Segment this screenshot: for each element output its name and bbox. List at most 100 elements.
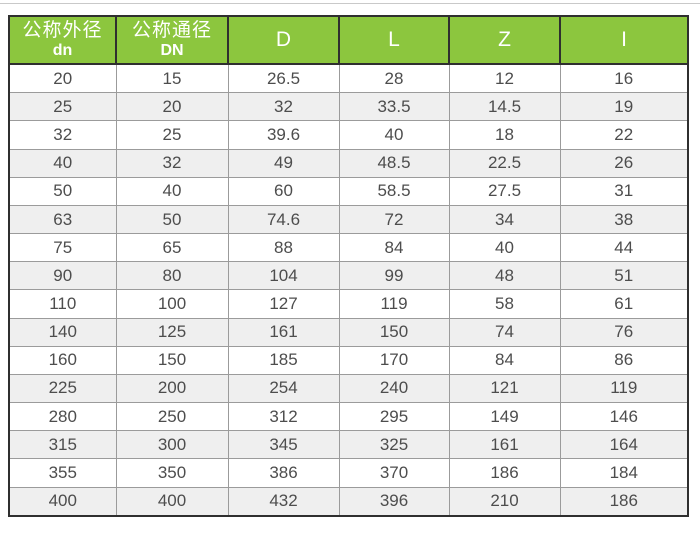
table-cell: 90 bbox=[8, 261, 117, 291]
table-cell: 325 bbox=[338, 430, 450, 460]
table-cell: 140 bbox=[8, 317, 117, 347]
table-cell: 300 bbox=[115, 430, 229, 460]
column-label: 公称外径 bbox=[22, 20, 103, 42]
table-row: 140 125 161 150 74 76 bbox=[8, 317, 689, 347]
table-row: 280 250 312 295 149 146 bbox=[8, 402, 689, 432]
table-row: 40 32 49 48.5 22.5 26 bbox=[8, 148, 689, 178]
table-cell: 39.6 bbox=[227, 120, 340, 150]
table-cell: 161 bbox=[448, 430, 561, 460]
table-cell: 170 bbox=[338, 345, 450, 375]
table-cell: 75 bbox=[8, 233, 117, 263]
table-cell: 65 bbox=[115, 233, 229, 263]
table-row: 400 400 432 396 210 186 bbox=[8, 486, 689, 517]
table-cell: 32 bbox=[227, 92, 340, 122]
table-cell: 400 bbox=[8, 486, 117, 517]
table-cell: 432 bbox=[227, 486, 340, 517]
table-cell: 34 bbox=[448, 204, 561, 235]
table-cell: 33.5 bbox=[338, 92, 450, 122]
table-cell: 25 bbox=[8, 92, 117, 122]
table-row: 32 25 39.6 40 18 22 bbox=[8, 120, 689, 150]
table-cell: 254 bbox=[227, 373, 340, 404]
table-cell: 50 bbox=[8, 176, 117, 206]
table-cell: 186 bbox=[448, 458, 561, 488]
table-row: 25 20 32 33.5 14.5 19 bbox=[8, 92, 689, 122]
table-cell: 40 bbox=[115, 176, 229, 206]
table-cell: 315 bbox=[8, 430, 117, 460]
column-header-l: L bbox=[338, 15, 450, 65]
table-cell: 38 bbox=[559, 204, 689, 235]
table-cell: 100 bbox=[115, 289, 229, 319]
column-sublabel: dn bbox=[52, 42, 73, 59]
table-cell: 396 bbox=[338, 486, 450, 517]
table-row: 75 65 88 84 40 44 bbox=[8, 233, 689, 263]
table-cell: 72 bbox=[338, 204, 450, 235]
table-cell: 184 bbox=[559, 458, 689, 488]
dimensions-table: 公称外径 dn 公称通径 DN D L Z I 20 15 26.5 28 12 16 25 20 32 33.… bbox=[8, 15, 689, 517]
table-cell: 119 bbox=[338, 289, 450, 319]
table-row: 20 15 26.5 28 12 16 bbox=[8, 63, 689, 94]
column-label: D bbox=[275, 28, 292, 52]
table-cell: 119 bbox=[559, 373, 689, 404]
table-cell: 84 bbox=[448, 345, 561, 375]
table-cell: 161 bbox=[227, 317, 340, 347]
table-cell: 210 bbox=[448, 486, 561, 517]
column-label: I bbox=[621, 28, 627, 52]
table-cell: 185 bbox=[227, 345, 340, 375]
table-cell: 350 bbox=[115, 458, 229, 488]
table-cell: 15 bbox=[115, 63, 229, 94]
table-row: 160 150 185 170 84 86 bbox=[8, 345, 689, 375]
table-cell: 110 bbox=[8, 289, 117, 319]
table-cell: 74.6 bbox=[227, 204, 340, 235]
table-cell: 27.5 bbox=[448, 176, 561, 206]
table-cell: 14.5 bbox=[448, 92, 561, 122]
table-cell: 121 bbox=[448, 373, 561, 404]
table-cell: 26 bbox=[559, 148, 689, 178]
table-cell: 88 bbox=[227, 233, 340, 263]
table-cell: 76 bbox=[559, 317, 689, 347]
table-cell: 150 bbox=[338, 317, 450, 347]
table-cell: 370 bbox=[338, 458, 450, 488]
table-row: 90 80 104 99 48 51 bbox=[8, 261, 689, 291]
table-cell: 86 bbox=[559, 345, 689, 375]
table-cell: 48 bbox=[448, 261, 561, 291]
table-cell: 386 bbox=[227, 458, 340, 488]
table-cell: 49 bbox=[227, 148, 340, 178]
table-cell: 31 bbox=[559, 176, 689, 206]
column-header-z: Z bbox=[448, 15, 561, 65]
table-cell: 150 bbox=[115, 345, 229, 375]
table-cell: 22.5 bbox=[448, 148, 561, 178]
table-cell: 149 bbox=[448, 402, 561, 432]
column-header-dn: 公称外径 dn bbox=[8, 15, 117, 65]
table-cell: 58.5 bbox=[338, 176, 450, 206]
table-cell: 20 bbox=[115, 92, 229, 122]
table-cell: 186 bbox=[559, 486, 689, 517]
table-row: 225 200 254 240 121 119 bbox=[8, 373, 689, 404]
table-cell: 146 bbox=[559, 402, 689, 432]
table-cell: 51 bbox=[559, 261, 689, 291]
table-row: 315 300 345 325 161 164 bbox=[8, 430, 689, 460]
table-cell: 312 bbox=[227, 402, 340, 432]
top-divider bbox=[0, 3, 700, 4]
table-cell: 80 bbox=[115, 261, 229, 291]
table-cell: 104 bbox=[227, 261, 340, 291]
table-cell: 125 bbox=[115, 317, 229, 347]
column-header-d: D bbox=[227, 15, 340, 65]
table-cell: 25 bbox=[115, 120, 229, 150]
table-cell: 40 bbox=[8, 148, 117, 178]
table-cell: 32 bbox=[115, 148, 229, 178]
table-cell: 61 bbox=[559, 289, 689, 319]
column-header-i: I bbox=[559, 15, 689, 65]
table-cell: 60 bbox=[227, 176, 340, 206]
table-cell: 99 bbox=[338, 261, 450, 291]
dimensions-table-wrapper: 公称外径 dn 公称通径 DN D L Z I 20 15 26.5 28 12 16 25 20 32 33.… bbox=[8, 15, 689, 517]
table-cell: 400 bbox=[115, 486, 229, 517]
table-cell: 127 bbox=[227, 289, 340, 319]
table-row: 355 350 386 370 186 184 bbox=[8, 458, 689, 488]
table-cell: 22 bbox=[559, 120, 689, 150]
table-cell: 74 bbox=[448, 317, 561, 347]
table-cell: 225 bbox=[8, 373, 117, 404]
table-cell: 26.5 bbox=[227, 63, 340, 94]
column-label: Z bbox=[498, 28, 511, 52]
table-cell: 84 bbox=[338, 233, 450, 263]
table-row: 110 100 127 119 58 61 bbox=[8, 289, 689, 319]
